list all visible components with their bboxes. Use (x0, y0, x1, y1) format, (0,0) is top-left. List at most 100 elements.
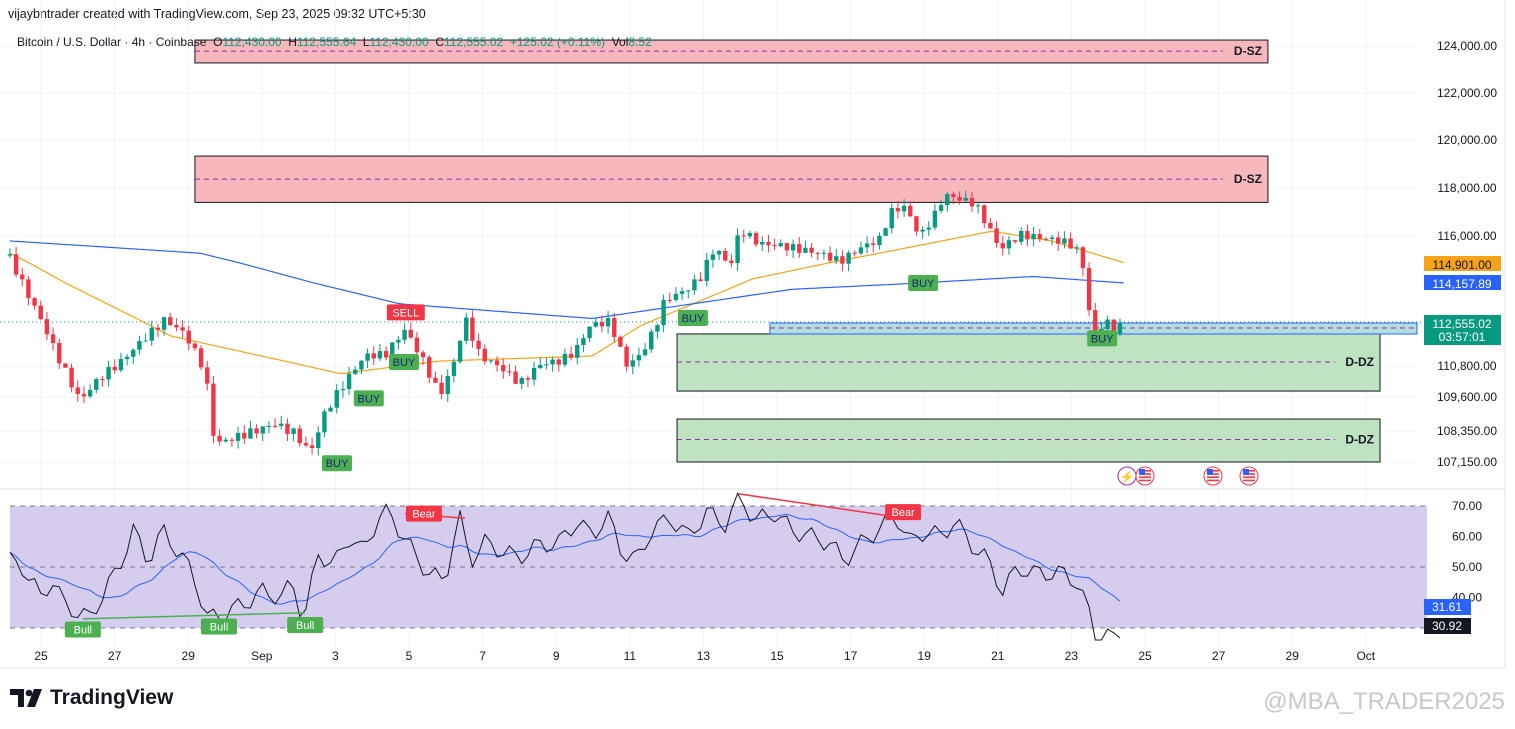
candle-body (753, 233, 759, 245)
ma-fast-price-label: 114,901.00 (1432, 258, 1491, 272)
candle-body (7, 254, 13, 256)
buy-signal-label: BUY (912, 278, 935, 290)
candle-body (353, 369, 358, 374)
symbol-name[interactable]: Bitcoin / U.S. Dollar · 4h · Coinbase (17, 35, 207, 49)
candle-body (81, 393, 87, 397)
candle-body (538, 364, 543, 368)
candle-body (809, 247, 814, 253)
candle-body (26, 279, 31, 299)
candle-body (112, 366, 117, 371)
bear-divergence-line (737, 493, 906, 519)
candle-body (513, 371, 518, 384)
bull-divergence-badge (200, 618, 237, 635)
candle-body (568, 353, 574, 358)
candle-body (488, 360, 494, 362)
sell-signal-label: SELL (392, 307, 419, 319)
candle-body (334, 390, 339, 408)
rsi-value-label: 30.92 (1432, 619, 1462, 633)
candle-body (982, 205, 987, 223)
candle-body (988, 222, 993, 229)
candle-body (704, 259, 709, 282)
bear-divergence-label: Bear (412, 509, 436, 521)
candle-body (1000, 243, 1005, 249)
time-tick: 19 (918, 649, 932, 663)
buy-signal-label: BUY (358, 393, 381, 405)
candle-body (1056, 237, 1061, 244)
candle-body (1012, 240, 1018, 242)
candle-body (544, 364, 549, 366)
buy-signal-badge (322, 455, 352, 472)
us-flag-icon[interactable] (1239, 466, 1259, 486)
flag-stripe (1139, 476, 1151, 478)
candle-body (383, 351, 389, 358)
candle-body (402, 329, 407, 340)
time-tick: Oct (1356, 649, 1375, 663)
candle-body (1006, 240, 1012, 249)
candle-body (420, 352, 426, 358)
candle-body (433, 377, 438, 383)
tradingview-logo[interactable]: TradingView (10, 686, 173, 710)
candle-body (235, 432, 241, 441)
time-tick: 13 (697, 649, 711, 663)
price-tick: 108,350.00 (1437, 424, 1497, 438)
price-tick: 118,000.00 (1437, 181, 1496, 195)
buy-signal-badge (353, 390, 384, 407)
time-tick: 5 (406, 649, 413, 663)
candle-body (501, 365, 506, 372)
candle-body (710, 254, 716, 260)
candle-body (32, 298, 37, 306)
symbol-legend: Bitcoin / U.S. Dollar · 4h · Coinbase O1… (17, 35, 652, 49)
candle-body (168, 317, 173, 326)
time-tick: Sep (251, 649, 273, 663)
candle-body (408, 329, 413, 338)
sell-signal-badge (386, 304, 425, 321)
candle-body (612, 318, 617, 337)
candle-body (1086, 268, 1092, 311)
rsi-ma-label: 31.61 (1432, 600, 1462, 614)
candle-body (57, 343, 62, 364)
candle-body (877, 235, 882, 245)
candle-body (945, 194, 950, 206)
candle-body (772, 245, 777, 247)
candle-body (377, 351, 383, 359)
price-tick: 110,800.00 (1437, 359, 1496, 373)
candles (7, 190, 1123, 456)
time-tick: 29 (182, 649, 196, 663)
candle-body (279, 423, 284, 426)
candle-body (451, 361, 457, 377)
candle-body (297, 428, 302, 444)
candle-body (901, 205, 907, 212)
lightning-icon[interactable]: ⚡ (1117, 466, 1137, 486)
candle-body (445, 376, 450, 395)
us-flag-icon[interactable] (1135, 466, 1155, 486)
ma-slow-price-label: 114,157.89 (1432, 277, 1491, 291)
candle-body (716, 250, 722, 255)
candle-body (994, 228, 999, 244)
candle-body (735, 235, 740, 264)
candle-body (846, 252, 851, 264)
candle-body (1074, 247, 1079, 249)
bull-divergence-label: Bull (296, 620, 314, 632)
candle-body (482, 348, 487, 362)
candle-body (556, 359, 561, 365)
candle-body (525, 378, 531, 380)
candle-body (834, 256, 839, 261)
candle-body (272, 425, 278, 427)
candle-body (44, 319, 50, 335)
candle-body (106, 366, 111, 380)
rsi-tick: 70.00 (1452, 499, 1482, 513)
us-flag-icon[interactable] (1203, 466, 1223, 486)
candle-body (507, 371, 512, 373)
candle-body (174, 325, 179, 328)
candle-body (439, 382, 444, 395)
bull-divergence-line (82, 612, 306, 620)
time-tick: 11 (624, 649, 637, 663)
candle-body (803, 247, 808, 253)
zone-label: D-SZ (1234, 172, 1262, 186)
candle-body (223, 439, 228, 442)
flag-canton (1207, 469, 1213, 475)
bull-divergence-badge (64, 621, 101, 638)
bear-divergence-label: Bear (891, 507, 915, 519)
